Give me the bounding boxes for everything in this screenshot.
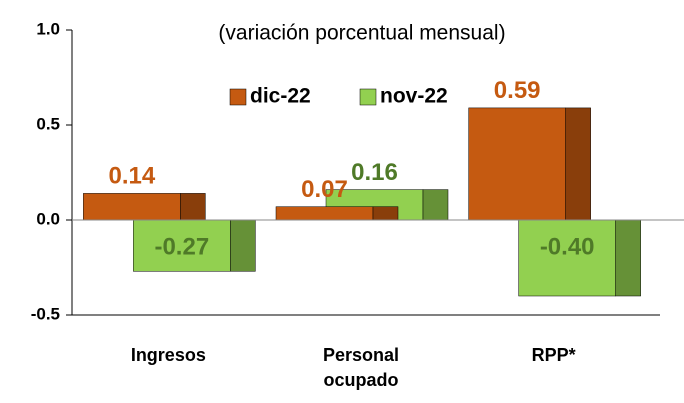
x-tick-label: Ingresos [130, 345, 206, 365]
bar [468, 107, 566, 221]
legend-swatch [359, 88, 377, 106]
legend-label: nov-22 [380, 85, 448, 108]
bar-side-shade [565, 107, 591, 220]
bar [83, 193, 181, 221]
data-label: 0.14 [108, 163, 155, 190]
y-tick-label: 0.0 [36, 209, 60, 228]
data-label: -0.40 [540, 233, 595, 260]
data-label: 0.07 [301, 176, 348, 203]
bar-side [180, 193, 206, 221]
chart-title: (variación porcentual mensual) [218, 22, 505, 45]
bar-side-shade [615, 220, 641, 296]
bar-side-shade [423, 189, 448, 220]
data-label: 0.59 [494, 77, 541, 104]
legend-swatch [229, 88, 247, 106]
x-tick-label: Personal ocupado [322, 345, 400, 390]
bar-side [422, 189, 449, 221]
y-tick-label: 1.0 [36, 19, 60, 38]
legend-label: dic-22 [250, 85, 311, 108]
bar [133, 219, 231, 272]
y-tick-label: -0.5 [31, 304, 60, 323]
bar-side-shade [373, 206, 398, 220]
bar-side-shade [180, 193, 206, 220]
data-label: -0.27 [154, 233, 209, 260]
bar-side-shade [230, 220, 256, 272]
bar-side [230, 219, 256, 272]
bar [275, 206, 374, 221]
bar [518, 219, 616, 297]
x-tick-label: RPP* [531, 345, 576, 365]
bar-side [565, 107, 591, 221]
data-label: 0.16 [351, 159, 398, 186]
y-tick-label: 0.5 [36, 114, 60, 133]
